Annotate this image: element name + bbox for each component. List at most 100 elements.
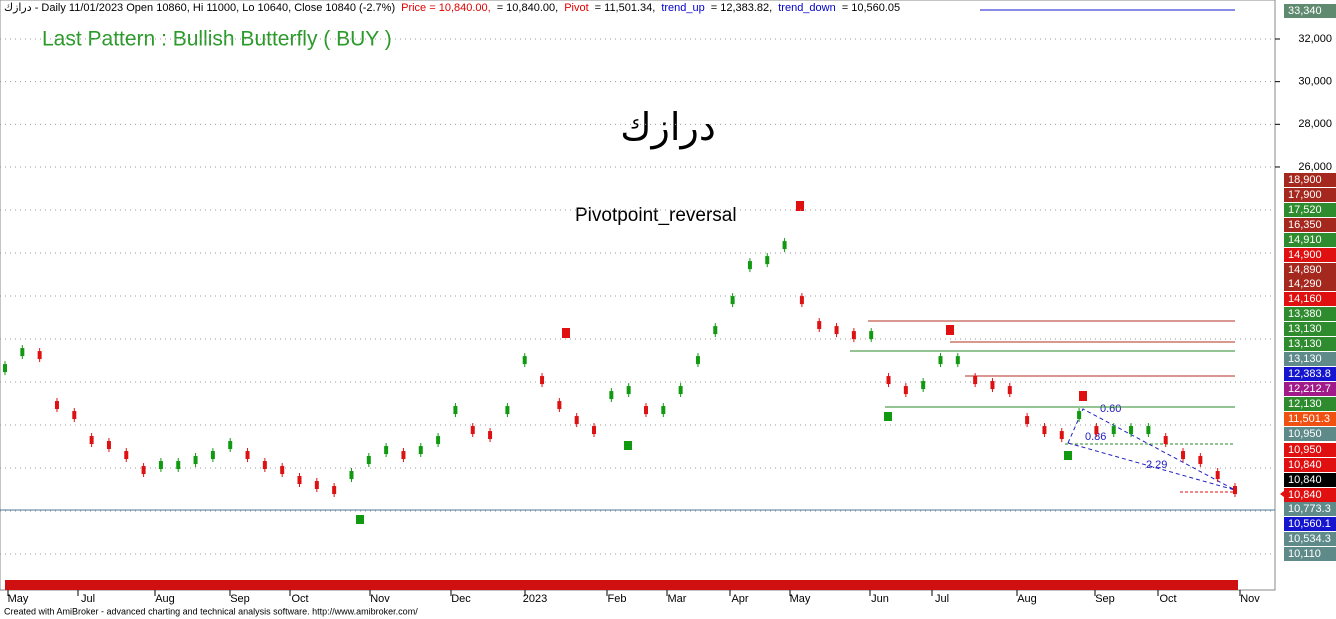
x-tick-label: Nov [1240, 593, 1260, 605]
price-label: 10,534.3 [1288, 533, 1331, 545]
price-label-box [1284, 502, 1336, 516]
y-tick-label: 30,000 [1298, 76, 1332, 88]
candle [401, 451, 406, 460]
volume-strip [5, 580, 1238, 590]
price-label: 10,950 [1288, 444, 1322, 456]
candle [1111, 426, 1116, 435]
signal [796, 201, 804, 211]
price-label: 14,910 [1288, 234, 1322, 246]
candle [1077, 411, 1082, 420]
price-label-box [1284, 352, 1336, 366]
price-label-box [1284, 188, 1336, 202]
candle [1129, 426, 1134, 435]
x-tick-label: Apr [731, 593, 748, 605]
x-tick-label: Jul [81, 593, 95, 605]
signal [624, 441, 632, 450]
candle [886, 376, 891, 385]
candle [453, 406, 458, 415]
price-label: 14,890 [1288, 264, 1322, 276]
candle [3, 364, 7, 373]
signal [1064, 451, 1072, 460]
plot-frame [0, 0, 1276, 591]
price-label-box [1284, 203, 1336, 217]
price-label-box [1284, 307, 1336, 321]
price-label: 18,900 [1288, 174, 1322, 186]
header: درازك - Daily 11/01/2023 Open 10860, Hi … [4, 2, 900, 14]
candle [488, 431, 493, 440]
price-label-box [1284, 367, 1336, 381]
candle [1233, 486, 1237, 495]
candle [851, 331, 856, 340]
x-tick-label: 2023 [523, 593, 547, 605]
price-label: 12,212.7 [1288, 383, 1331, 395]
price-label-box [1284, 277, 1336, 291]
header-part: trend_up [661, 2, 704, 14]
candle [817, 321, 822, 330]
signal [1079, 391, 1087, 401]
candle [297, 476, 302, 485]
symbol: درازك [620, 107, 716, 149]
candle [384, 446, 389, 455]
price-label: 12,383.8 [1288, 368, 1331, 380]
y-tick-label: 32,000 [1298, 33, 1332, 45]
indicator-label: Pivotpoint_reversal [575, 205, 737, 226]
x-tick-label: Feb [608, 593, 627, 605]
candle [592, 426, 597, 435]
x-tick-label: Sep [230, 593, 250, 605]
candle [158, 461, 163, 470]
candle [713, 326, 718, 335]
header-part: = 12,383.82, [711, 2, 772, 14]
candle [765, 256, 770, 265]
candle [418, 446, 423, 455]
candle [1146, 426, 1151, 435]
header-part: درازك - Daily 11/01/2023 Open 10860, Hi … [4, 2, 395, 14]
candle [903, 386, 908, 395]
price-label: 13,380 [1288, 308, 1322, 320]
signal [562, 328, 570, 338]
annotation: 0.86 [1085, 431, 1106, 443]
price-label-box [1284, 458, 1336, 472]
price-label: 17,520 [1288, 204, 1322, 216]
price-label-box [1284, 443, 1336, 457]
price-label-box [1284, 233, 1336, 247]
candle [938, 356, 943, 365]
price-label: 14,290 [1288, 278, 1322, 290]
candle [106, 441, 111, 450]
candle [349, 471, 354, 480]
candle [54, 401, 59, 410]
candle [678, 386, 683, 395]
candle [193, 456, 198, 465]
header-part: Pivot [564, 2, 588, 14]
candle [124, 451, 129, 460]
signal [946, 325, 954, 335]
candle [366, 456, 371, 465]
x-tick-label: Aug [155, 593, 175, 605]
price-label: 12,130 [1288, 398, 1322, 410]
x-tick-label: Oct [291, 593, 308, 605]
candle [228, 441, 233, 450]
price-label: 16,350 [1288, 219, 1322, 231]
signal [356, 515, 364, 524]
candle [72, 411, 77, 420]
candle [1025, 416, 1030, 425]
price-label: 14,900 [1288, 249, 1322, 261]
price-label: 13,130 [1288, 338, 1322, 350]
annotation: 0.60 [1100, 403, 1121, 415]
candle [1059, 431, 1064, 440]
header-part: = 11,501.34, [595, 2, 656, 14]
header-part: Price = 10,840.00, [401, 2, 491, 14]
candle [921, 381, 926, 390]
price-label: 10,110 [1288, 548, 1321, 560]
price-label-box [1284, 382, 1336, 396]
candle [314, 481, 319, 490]
price-label-box [1284, 532, 1336, 546]
price-label: 13,130 [1288, 323, 1322, 335]
x-tick-label: Dec [451, 593, 471, 605]
pattern-lines [1067, 408, 1236, 491]
price-label: 33,340 [1288, 5, 1322, 17]
candle [470, 426, 475, 435]
candle [834, 326, 839, 335]
price-label: 10,840 [1288, 459, 1322, 471]
price-label-box [1284, 488, 1336, 502]
price-label-box [1284, 412, 1336, 426]
